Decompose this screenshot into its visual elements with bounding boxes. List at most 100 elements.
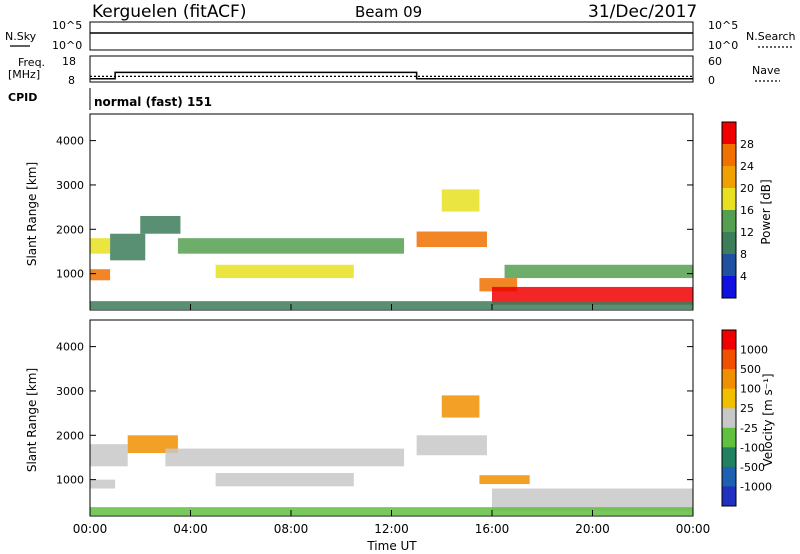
freq-label-line1: Freq. [18,56,45,69]
velocity-ylabel: Slant Range [km] [25,368,39,472]
velocity-cbar-tick: 1000 [740,344,768,357]
velocity-colorbar: 1000 500 100 25 -25 -100 -500 -1000 [721,329,772,507]
x-tick-label: 12:00 [374,522,409,536]
velocity-cbar-segment [722,408,736,429]
power-ylabel: Slant Range [km] [25,162,39,266]
frequency-line [90,71,693,80]
velocity-heatmap [90,395,693,516]
scatter-region-1 [90,269,111,281]
velocity-cbar-tick: 500 [740,363,761,376]
time-axis-label: Time UT [366,539,417,553]
velocity-cbar-tick: -100 [740,441,765,454]
cpid-label: CPID [8,91,37,104]
velocity-cbar-tick: 100 [740,383,761,396]
x-tick-label: 16:00 [475,522,510,536]
nave-label: Nave [752,64,780,77]
freq-label-line2: [MHz] [8,68,40,81]
y-tick-label: 1000 [56,268,84,281]
scatter-region-0 [90,444,128,467]
power-cbar-tick: 28 [740,138,754,151]
x-tick-label: 00:00 [676,522,711,536]
power-heatmap [90,189,693,310]
noise-left-tick-top: 10^5 [52,19,82,32]
scatter-region-3 [140,215,181,234]
noise-left-label: N.Sky [5,30,37,43]
scatter-region-4 [177,238,405,254]
power-panel: 4000 3000 2000 1000 Slant Range [km] 28 24 20… [25,113,773,311]
velocity-panel: 4000 3000 2000 1000 Slant Range [km] 1000 50… [25,319,775,517]
velocity-cbar-segment [722,369,736,390]
freq-right-tick-top: 60 [708,55,722,68]
power-y-ticks: 4000 3000 2000 1000 [56,135,693,281]
power-cbar-segment [722,276,736,299]
freq-left-tick-top: 18 [62,55,76,68]
y-tick-label: 3000 [56,385,84,398]
velocity-cbar-segment [722,486,736,507]
scatter-region-1 [90,479,116,489]
scatter-region-7 [479,475,530,485]
power-cbar-tick: 4 [740,270,747,283]
power-cbar-segment [722,122,736,145]
noise-right-tick-top: 10^5 [708,19,738,32]
x-tick-label: 08:00 [274,522,309,536]
velocity-cbar-segment [722,447,736,468]
scatter-region-6 [416,231,487,248]
velocity-cbar-segment [722,349,736,370]
frequency-panel: Freq. [MHz] 18 8 60 0 Nave [8,55,780,87]
scatter-region-8 [492,488,693,511]
power-cbar-segment [722,188,736,211]
scatter-region-2 [110,233,146,261]
beam-title: Beam 09 [355,3,422,21]
velocity-cbar-segment [722,466,736,487]
x-tick-label: 04:00 [173,522,208,536]
power-cbar-tick: 24 [740,160,754,173]
power-cbar-frame [721,121,737,299]
y-tick-label: 1000 [56,474,84,487]
cpid-value: normal (fast) 151 [94,95,212,109]
noise-right-label: N.Search [746,30,796,43]
power-cbar-tick: 16 [740,204,754,217]
scatter-region-5 [215,264,354,279]
freq-right-tick-bottom: 0 [708,74,715,87]
noise-left-tick-bottom: 10^0 [52,39,82,52]
y-tick-label: 2000 [56,223,84,236]
power-cbar-segment [722,210,736,233]
velocity-cbar-tick: -500 [740,461,765,474]
velocity-cbar-segment [722,427,736,448]
y-tick-label: 3000 [56,179,84,192]
y-tick-label: 2000 [56,429,84,442]
velocity-y-ticks: 4000 3000 2000 1000 [56,341,693,487]
noise-right-tick-bottom: 10^0 [708,39,738,52]
power-cbar-tick: 20 [740,182,754,195]
date-title: 31/Dec/2017 [588,2,697,22]
velocity-cbar-frame [721,329,737,507]
noise-panel: N.Sky 10^5 10^0 10^5 10^0 N.Search [5,19,796,52]
scatter-region-7 [441,189,480,212]
scatter-region-10 [504,264,693,279]
scatter-region-0 [90,238,111,254]
power-cbar-tick: 12 [740,226,754,239]
y-tick-label: 4000 [56,135,84,148]
velocity-cbar-segment [722,388,736,409]
power-cbar-segment [722,232,736,255]
velocity-cbar-tick: -25 [740,422,758,435]
y-tick-label: 4000 [56,341,84,354]
power-cbar-tick: 8 [740,248,747,261]
scatter-region-4 [215,472,354,487]
power-cbar-segment [722,166,736,189]
station-title: Kerguelen (fitACF) [92,2,246,22]
scatter-region-3 [165,448,405,467]
power-cbar-segment [722,144,736,167]
power-colorbar: 28 24 20 16 12 8 4 [721,121,754,299]
frequency-trace [90,71,693,80]
scatter-region-9 [492,286,693,305]
velocity-cbar-tick: -1000 [740,480,772,493]
velocity-cbar-tick: 25 [740,402,754,415]
freq-left-tick-bottom: 8 [68,74,75,87]
time-axis: 00:00 04:00 08:00 12:00 16:00 20:00 00:00 [73,304,711,536]
power-cbar-label: Power [dB] [759,179,773,244]
x-tick-label: 20:00 [575,522,610,536]
velocity-cbar-segment [722,330,736,351]
power-cbar-segment [722,254,736,277]
